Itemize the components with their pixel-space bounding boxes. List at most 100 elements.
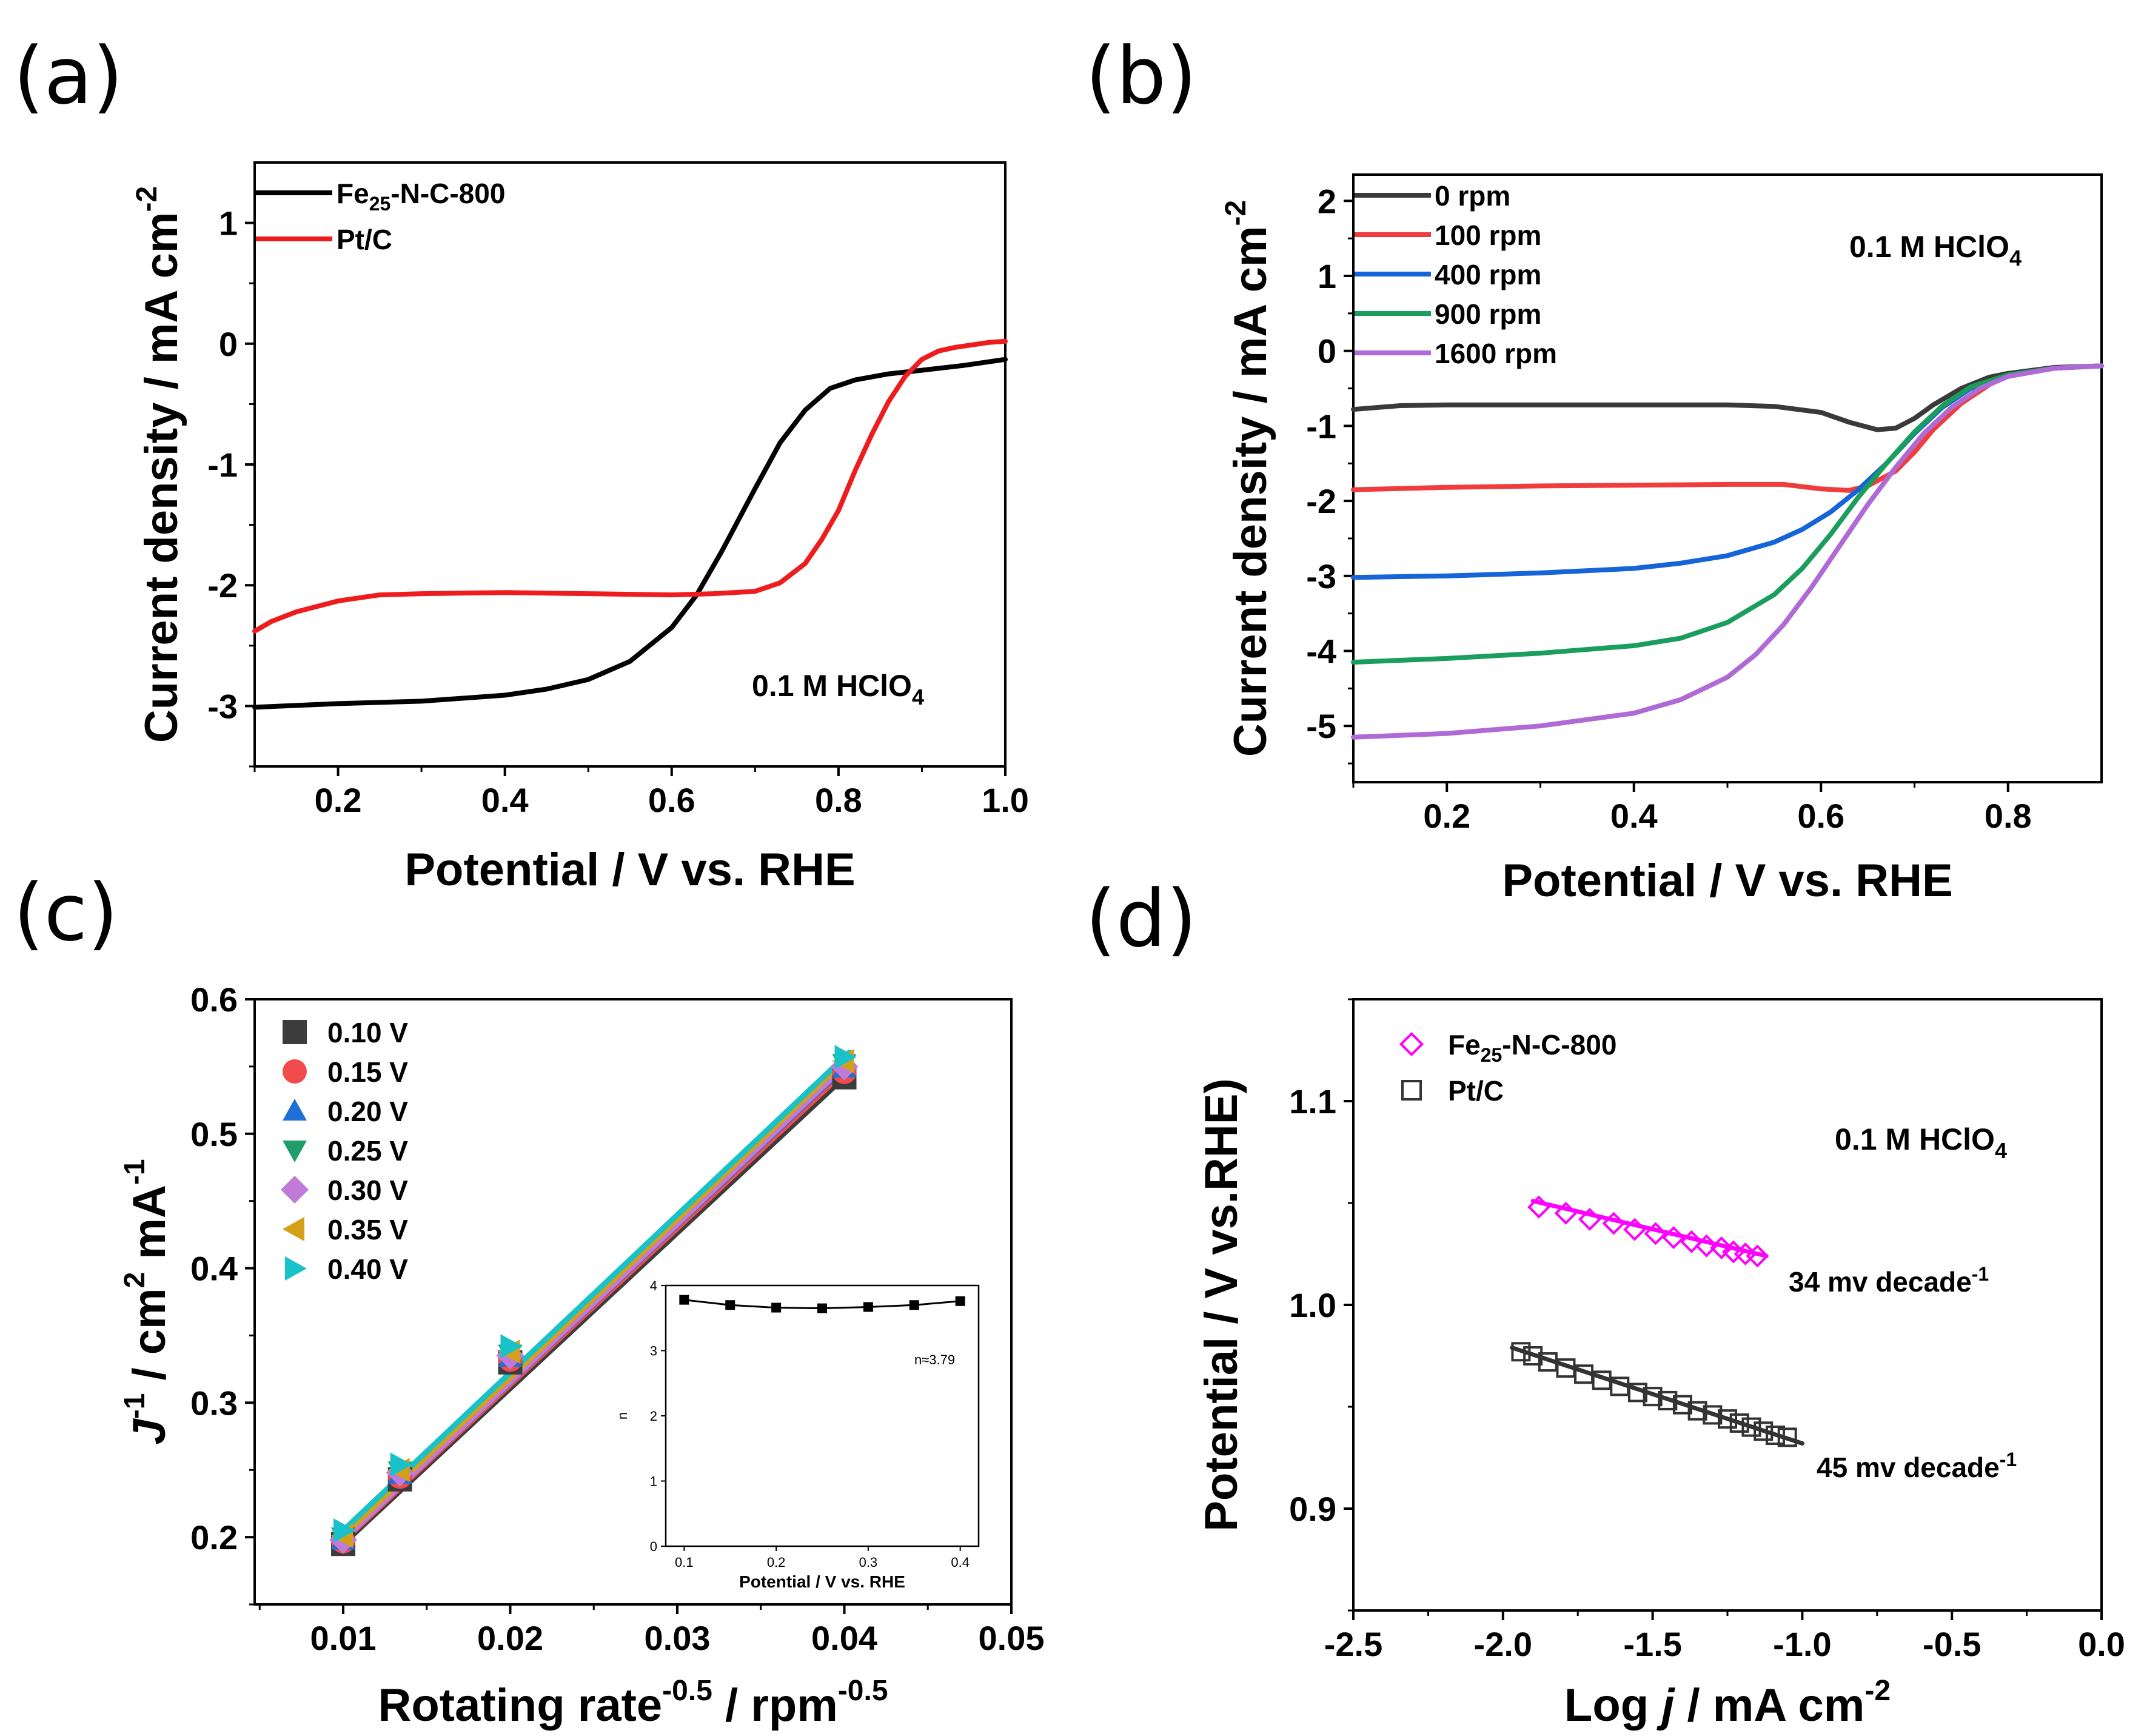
fit-line [1510, 1346, 1804, 1446]
y-axis-title-end: mA [124, 1185, 175, 1272]
inset-y-tick-label: 0 [650, 1539, 657, 1554]
legend-label: Fe25-N-C-800 [337, 178, 505, 215]
legend-label-sub: 25 [1481, 1044, 1502, 1066]
x-axis-title-sup: -2 [1864, 1675, 1891, 1707]
y-axis-title-mid: / cm [124, 1288, 175, 1393]
x-axis-title: Potential / V vs. RHE [404, 844, 855, 896]
data-point [500, 1334, 523, 1359]
y-tick-label: 0 [1318, 332, 1336, 370]
y-axis-title-sup1: -1 [119, 1393, 151, 1419]
y-tick-label: -3 [207, 687, 238, 725]
x-tick-label: -2.0 [1474, 1625, 1533, 1663]
legend-label: Fe25-N-C-800 [1448, 1029, 1616, 1066]
inset-x-axis-title: Potential / V vs. RHE [739, 1572, 905, 1591]
legend-label: 900 rpm [1435, 298, 1541, 330]
y-tick-label: 1 [1318, 257, 1336, 295]
annotation-sub: 4 [2009, 246, 2022, 270]
x-tick-label: 0.03 [645, 1619, 711, 1657]
series-line-1600-rpm [1351, 363, 2104, 740]
x-tick-label: 0.0 [2078, 1625, 2125, 1663]
x-axis-title: Potential / V vs. RHE [1502, 855, 1952, 907]
x-axis-title-mid: / rpm [712, 1680, 838, 1731]
legend-label: 400 rpm [1435, 259, 1541, 290]
x-tick-label: 1.0 [982, 781, 1029, 819]
annotation-main: 0.1 M HClO [1849, 230, 2009, 264]
y-axis-title-main: Current density / mA cm [136, 212, 187, 743]
x-tick-label: 0.6 [1797, 797, 1844, 835]
x-tick-label: 0.4 [481, 781, 529, 819]
inset-y-axis-title: n [615, 1412, 630, 1419]
legend-label-sub: 25 [369, 193, 391, 215]
series-line-pt-c [252, 338, 1008, 634]
legend-label-rest: -N-C-800 [1502, 1029, 1616, 1061]
inset-data-point [955, 1296, 965, 1306]
inset-x-tick-label: 0.2 [767, 1555, 786, 1570]
fit-line [335, 1050, 853, 1538]
x-tick-label: 0.05 [979, 1619, 1045, 1657]
x-tick-label: 0.01 [310, 1619, 377, 1657]
slope-annotation-sup: -1 [1972, 1263, 1989, 1285]
y-tick-label: -1 [1306, 407, 1336, 445]
data-point [333, 1518, 355, 1543]
fit-line [335, 1059, 853, 1547]
y-tick-label: 0.5 [190, 1115, 238, 1153]
inset-plot: 0.1 0.2 0.3 0.4 0 1 2 3 4 n≈3.79 Potential / V vs.… [615, 1278, 980, 1591]
y-axis-title: Potential / V vs.RHE) [1196, 1078, 1247, 1532]
electrolyte-annotation: 0.1 M HClO4 [752, 669, 924, 709]
annotation-sub: 4 [1995, 1138, 2007, 1163]
legend-marker [283, 1141, 307, 1162]
slope-annotation: 34 mv decade-1 [1789, 1263, 1989, 1298]
series-line-0-rpm [1351, 363, 2104, 432]
y-tick-label: -2 [1306, 482, 1336, 520]
fit-line [1530, 1199, 1769, 1258]
y-tick-label: -3 [1306, 557, 1336, 595]
plot-frame [253, 998, 1013, 1606]
y-tick-label: 0.3 [190, 1384, 238, 1422]
inset-frame [665, 1284, 980, 1547]
inset-y-tick-label: 2 [650, 1409, 657, 1424]
panel-label: (c) [13, 866, 118, 959]
y-axis-title-sup: -2 [1220, 200, 1252, 226]
annotation-main: 0.1 M HClO [1835, 1122, 1995, 1156]
annotation-sub: 4 [912, 685, 924, 709]
legend-label: 0.30 V [327, 1175, 408, 1206]
x-axis-title-main: Log [1564, 1680, 1661, 1731]
data-point [390, 1452, 412, 1477]
x-axis-title-sup: -0.5 [662, 1675, 712, 1707]
electrolyte-annotation: 0.1 M HClO4 [1835, 1122, 2007, 1163]
legend-label: Pt/C [1448, 1075, 1504, 1107]
inset-data-point [909, 1300, 919, 1310]
x-axis-title: Rotating rate-0.5 / rpm-0.5 [378, 1675, 888, 1731]
inset-annotation: n≈3.79 [914, 1352, 955, 1367]
legend-marker [1399, 1031, 1424, 1057]
inset-data-point [863, 1302, 873, 1312]
x-tick-label: 0.8 [815, 781, 862, 819]
legend-label-main: Fe [1448, 1029, 1481, 1061]
y-tick-label: 0.9 [1289, 1490, 1336, 1528]
legend-label-main: Pt/C [1448, 1075, 1504, 1107]
panel-a: (a) 0.2 0.4 0.6 0.8 1.0 1 0 -1 -2 -3 Fe25-N-C-800 Pt… [13, 30, 1029, 896]
data-point [1729, 1413, 1749, 1433]
y-axis-title-sup: -2 [131, 186, 163, 212]
y-axis-title-sup2: 2 [119, 1272, 151, 1289]
legend-marker [283, 1099, 307, 1121]
legend-label-main: Fe [337, 178, 369, 209]
panel-d: (d) -2.5 -2.0 -1.5 -1.0 -0.5 0.0 1.1 1.0 0.9 34 mv… [1085, 873, 2125, 1731]
x-axis-title-rest: / mA cm [1674, 1680, 1864, 1731]
series-line-fe25-n-c-800 [252, 357, 1008, 710]
x-tick-label: 0.2 [1423, 797, 1470, 835]
y-tick-label: -5 [1306, 707, 1336, 745]
x-tick-label: -1.0 [1773, 1625, 1832, 1663]
panel-c: (c)0.01 0.02 0.03 0.04 0.050.60.50.40.30.20.… [13, 866, 1045, 1731]
series-line-400-rpm [1351, 363, 2104, 580]
inset-y-tick-label: 3 [650, 1344, 657, 1359]
legend-marker [283, 1020, 307, 1044]
legend-label: 0.15 V [327, 1056, 408, 1088]
y-tick-label: 0.2 [190, 1518, 238, 1557]
legend-marker [285, 1256, 307, 1281]
inset-data-point [771, 1302, 782, 1313]
fit-line [335, 1053, 853, 1544]
panel-label: (b) [1085, 30, 1197, 122]
inset-y-tick-label: 1 [650, 1474, 657, 1489]
